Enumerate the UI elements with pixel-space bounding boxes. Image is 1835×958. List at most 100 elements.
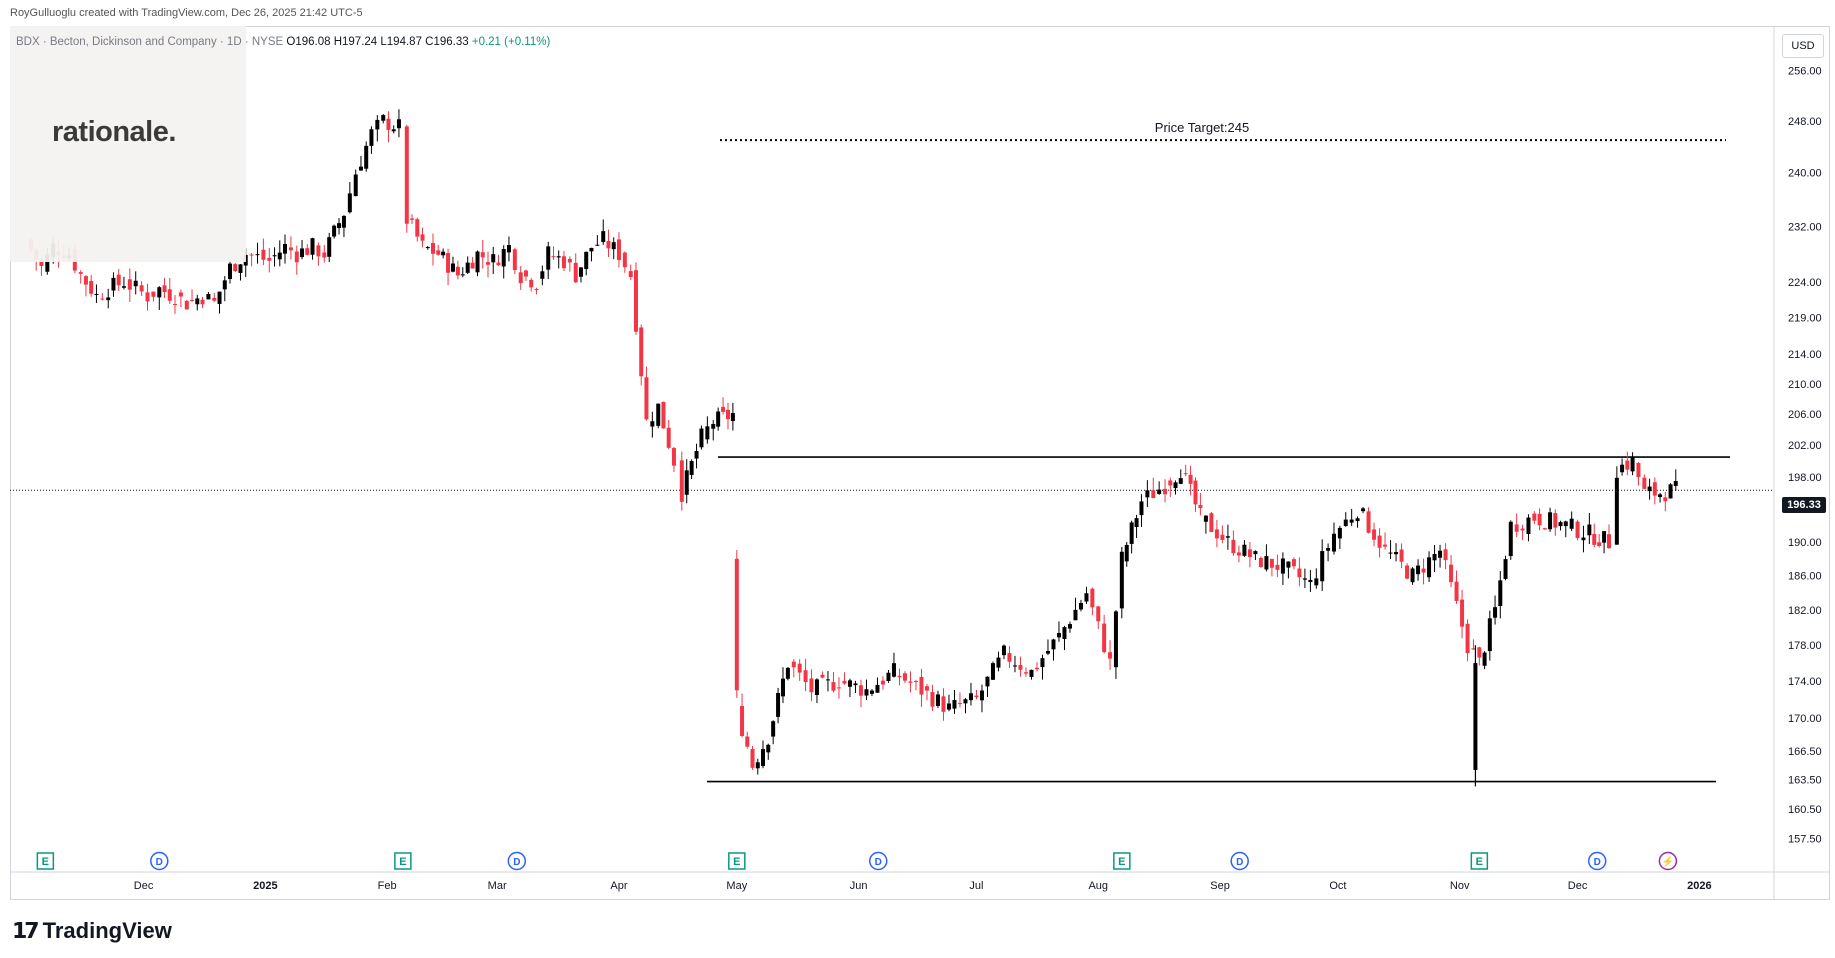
- candle-body: [1231, 539, 1236, 554]
- candle-body: [650, 421, 655, 427]
- candle-body: [628, 271, 633, 278]
- last-price-tag: 196.33: [1782, 497, 1826, 513]
- y-tick-label: 240.00: [1788, 168, 1822, 180]
- tradingview-logo[interactable]: 𝟭𝟳 TradingView: [12, 918, 172, 944]
- candle-body: [803, 670, 808, 683]
- candle-body: [734, 558, 739, 691]
- candle-body: [957, 703, 962, 705]
- candle-body: [1553, 513, 1558, 528]
- y-tick-label: 178.00: [1788, 640, 1822, 652]
- candle-body: [711, 424, 716, 429]
- candle-body: [705, 426, 710, 440]
- candle-body: [842, 680, 847, 684]
- y-tick-label: 166.50: [1788, 746, 1822, 758]
- candle-body: [1151, 490, 1156, 499]
- candle-body: [644, 377, 649, 420]
- candle-body: [480, 252, 485, 258]
- creator-line: RoyGulluoglu created with TradingView.co…: [10, 7, 363, 19]
- candle-body: [1331, 533, 1336, 552]
- candle-body: [1209, 513, 1214, 532]
- candle-body: [1168, 480, 1173, 486]
- candle-body: [512, 249, 517, 270]
- candle-body: [470, 262, 475, 269]
- candle-body: [930, 692, 935, 707]
- candle-body: [875, 684, 880, 693]
- candle-body: [364, 145, 369, 169]
- candle-body: [1471, 648, 1476, 650]
- candle-body: [1029, 669, 1034, 677]
- candle-body: [506, 245, 511, 253]
- x-tick-label: Jun: [850, 880, 868, 892]
- candle-body: [404, 126, 409, 224]
- candle-body: [396, 119, 401, 129]
- candle-body: [1587, 524, 1592, 536]
- candle-body: [666, 427, 671, 448]
- candle-body: [891, 663, 896, 677]
- watermark-panel: [10, 26, 246, 262]
- candle-body: [1460, 599, 1465, 627]
- candle-body: [283, 243, 288, 254]
- dividend-marker-icon: D: [1230, 851, 1249, 871]
- candle-body: [460, 274, 465, 276]
- x-tick-label: 2026: [1687, 880, 1711, 892]
- candle-body: [1477, 647, 1482, 658]
- candle-body: [809, 678, 814, 693]
- candle-body: [1073, 609, 1078, 621]
- candle-body: [116, 274, 121, 286]
- candle-body: [1173, 482, 1178, 489]
- x-tick-label: Jul: [969, 880, 983, 892]
- candle-body: [212, 297, 217, 301]
- candle-body: [952, 700, 957, 709]
- candle-body: [1514, 524, 1519, 532]
- candle-body: [94, 293, 99, 295]
- candle-body: [797, 663, 802, 673]
- candle-body: [1264, 556, 1269, 570]
- candle-body: [1090, 588, 1095, 608]
- candle-body: [1188, 474, 1193, 484]
- candle-body: [518, 272, 523, 284]
- candle-body: [1602, 531, 1607, 543]
- close-value: C196.33: [425, 36, 469, 48]
- dividend-marker-icon: D: [507, 851, 527, 871]
- x-tick-label: Apr: [610, 880, 627, 892]
- candle-body: [294, 251, 299, 263]
- candle-body: [1253, 551, 1258, 555]
- candle-body: [1291, 559, 1296, 567]
- dividend-letter: D: [875, 857, 882, 868]
- candle-body: [725, 409, 730, 420]
- currency-button[interactable]: USD: [1782, 34, 1824, 58]
- x-tick-label: Mar: [488, 880, 507, 892]
- earnings-letter: E: [1118, 856, 1125, 868]
- candle-body: [1275, 564, 1280, 570]
- candle-body: [255, 254, 260, 256]
- candle-body: [1652, 482, 1657, 496]
- x-tick-label: Sep: [1210, 880, 1230, 892]
- candle-body: [1113, 611, 1118, 668]
- candle-body: [386, 118, 391, 130]
- candle-body: [200, 299, 205, 305]
- dividend-shape: [1587, 851, 1607, 871]
- candle-body: [369, 129, 374, 146]
- y-tick-label: 224.00: [1788, 277, 1822, 289]
- candle-body: [217, 291, 222, 304]
- candle-body: [358, 166, 363, 171]
- candle-body: [750, 749, 755, 768]
- candle-body: [1673, 481, 1678, 486]
- candle-body: [1558, 522, 1563, 527]
- y-tick-label: 160.50: [1788, 804, 1822, 816]
- candle-body: [83, 276, 88, 285]
- candle-body: [1280, 558, 1285, 574]
- candle-body: [974, 695, 979, 698]
- candle-body: [1625, 460, 1630, 470]
- earnings-marker-icon: E: [1113, 852, 1131, 870]
- candle-body: [1372, 529, 1377, 540]
- candle-body: [1410, 568, 1415, 583]
- candle-body: [1630, 456, 1635, 472]
- candle-body: [1062, 627, 1067, 639]
- candle-body: [1102, 623, 1107, 653]
- candle-body: [831, 682, 836, 691]
- candle-body: [1198, 505, 1203, 509]
- dividend-letter: D: [1594, 857, 1601, 868]
- earnings-shape: [394, 852, 412, 870]
